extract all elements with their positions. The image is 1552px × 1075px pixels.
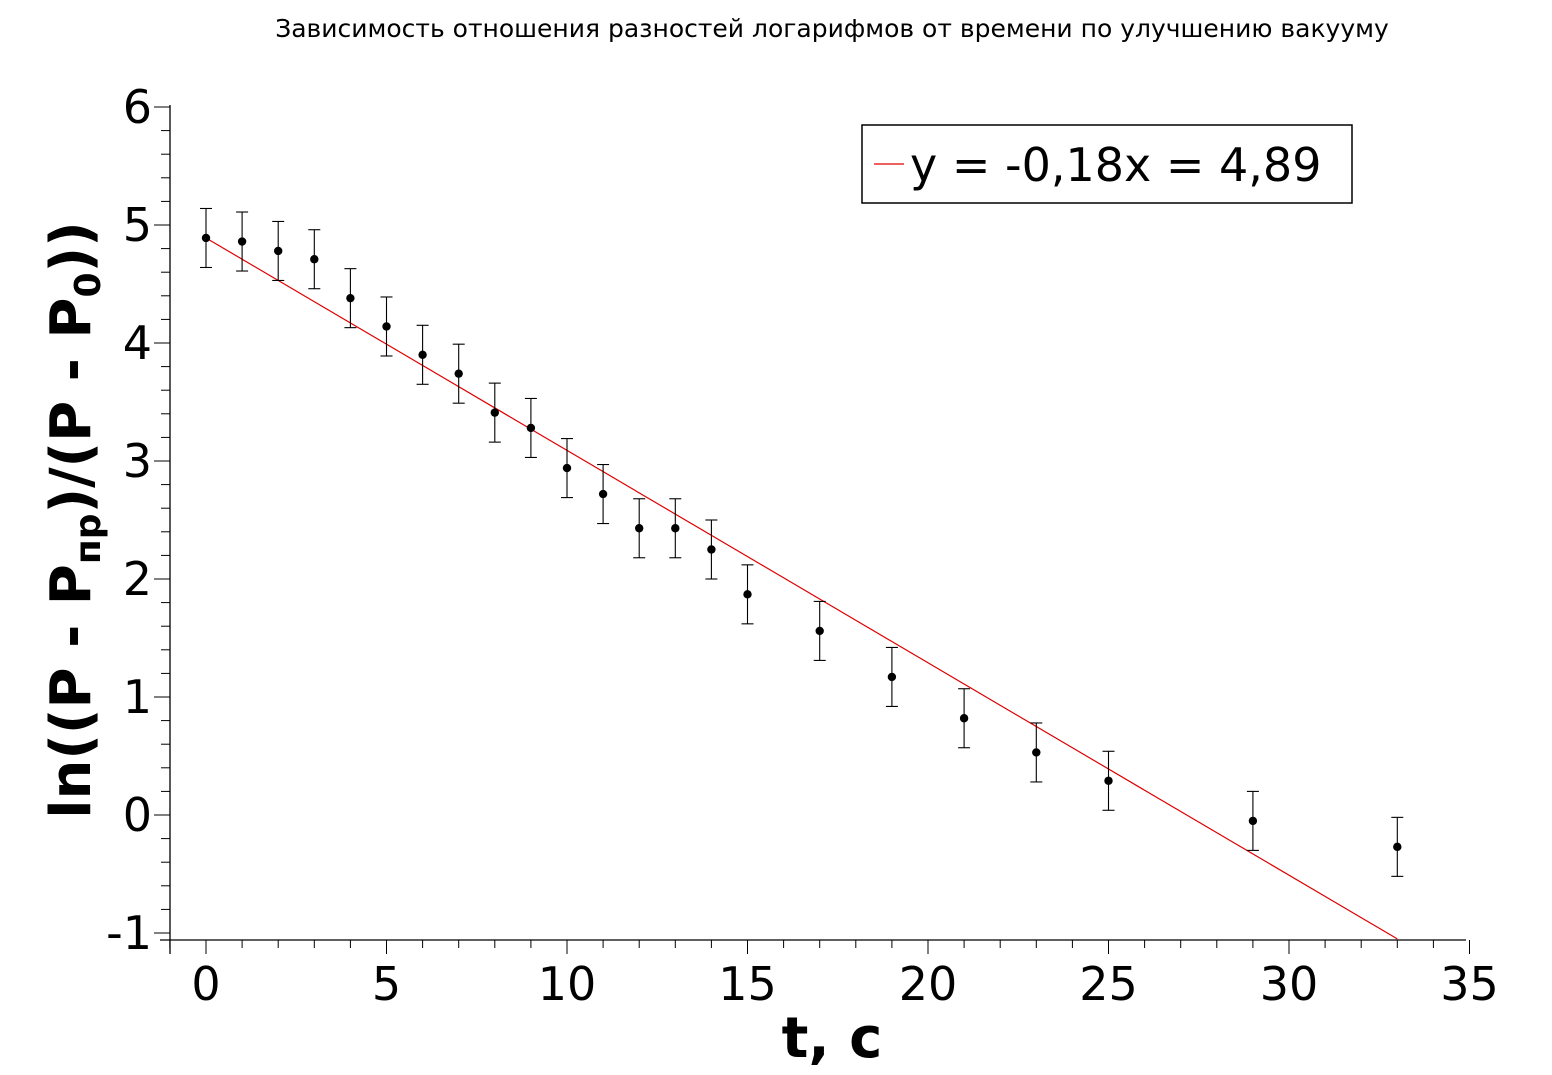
data-point [887,672,897,682]
data-point [1032,748,1041,757]
x-tick-label: 5 [372,957,401,1011]
data-point [201,233,211,243]
legend: y = -0,18x = 4,89 [861,124,1353,204]
x-tick-label: 20 [899,957,958,1011]
data-point [815,626,824,636]
data-point [1248,816,1258,826]
y-tick-label: 6 [123,80,152,134]
x-tick-label: 0 [191,957,220,1011]
y-tick-label: 2 [123,552,152,606]
fit-line [205,237,1398,940]
data-point [707,545,716,554]
data-point [959,714,969,723]
data-point [237,237,247,246]
y-tick-label: 3 [123,434,152,488]
data-point [598,489,608,499]
legend-label: y = -0,18x = 4,89 [910,138,1321,192]
x-tick-label: 10 [538,957,597,1011]
data-point [562,463,572,473]
y-tick-label: -1 [106,906,152,960]
x-tick-label: 35 [1440,957,1499,1011]
y-tick-label: 0 [123,788,152,842]
data-point [671,524,680,533]
y-axis-title: ln((P - Pпр)/(P - P0)) [39,221,109,818]
y-tick-label: 5 [123,198,152,252]
y-tick-label: 1 [123,670,152,724]
chart-title: Зависимость отношения разностей логарифм… [275,14,1389,43]
data-point [274,246,283,256]
x-tick-label: 25 [1079,957,1138,1011]
data-point [418,350,427,359]
data-point [743,590,752,599]
data-point [310,255,319,264]
data-point [454,369,463,378]
data-point [490,408,499,417]
data-point [635,524,644,533]
data-point [1104,776,1113,785]
y-tick-label: 4 [123,316,152,370]
data-point [1393,842,1402,852]
x-axis-title: t, c [782,1006,883,1071]
data-point [526,423,536,433]
data-point [382,322,391,331]
data-point [346,293,355,303]
x-tick-label: 30 [1260,957,1319,1011]
legend-box [861,124,1353,204]
x-tick-label: 15 [718,957,777,1011]
